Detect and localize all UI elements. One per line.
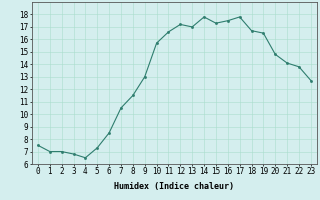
- X-axis label: Humidex (Indice chaleur): Humidex (Indice chaleur): [115, 182, 234, 191]
